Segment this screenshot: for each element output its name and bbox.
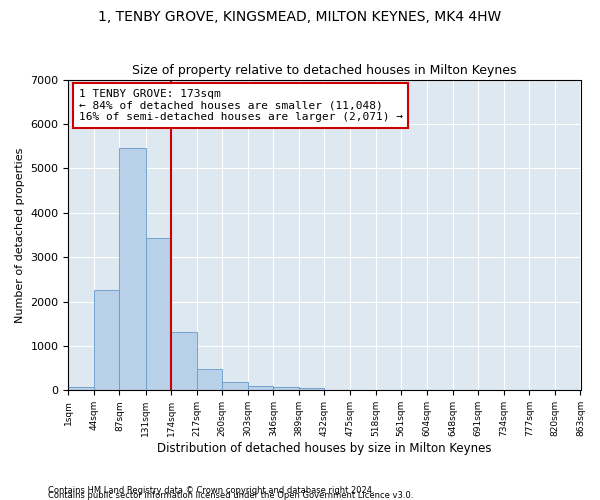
X-axis label: Distribution of detached houses by size in Milton Keynes: Distribution of detached houses by size … — [157, 442, 492, 455]
Bar — [68, 387, 94, 390]
Bar — [222, 382, 248, 390]
Bar — [146, 238, 171, 390]
Text: Contains HM Land Registry data © Crown copyright and database right 2024.: Contains HM Land Registry data © Crown c… — [48, 486, 374, 495]
Bar — [248, 386, 274, 390]
Bar — [119, 148, 146, 390]
Y-axis label: Number of detached properties: Number of detached properties — [15, 148, 25, 322]
Text: 1, TENBY GROVE, KINGSMEAD, MILTON KEYNES, MK4 4HW: 1, TENBY GROVE, KINGSMEAD, MILTON KEYNES… — [98, 10, 502, 24]
Text: 1 TENBY GROVE: 173sqm
← 84% of detached houses are smaller (11,048)
16% of semi-: 1 TENBY GROVE: 173sqm ← 84% of detached … — [79, 89, 403, 122]
Bar — [274, 387, 299, 390]
Bar — [299, 388, 325, 390]
Text: Contains public sector information licensed under the Open Government Licence v3: Contains public sector information licen… — [48, 491, 413, 500]
Bar — [94, 290, 119, 390]
Bar — [171, 332, 197, 390]
Bar — [197, 369, 222, 390]
Title: Size of property relative to detached houses in Milton Keynes: Size of property relative to detached ho… — [132, 64, 517, 77]
